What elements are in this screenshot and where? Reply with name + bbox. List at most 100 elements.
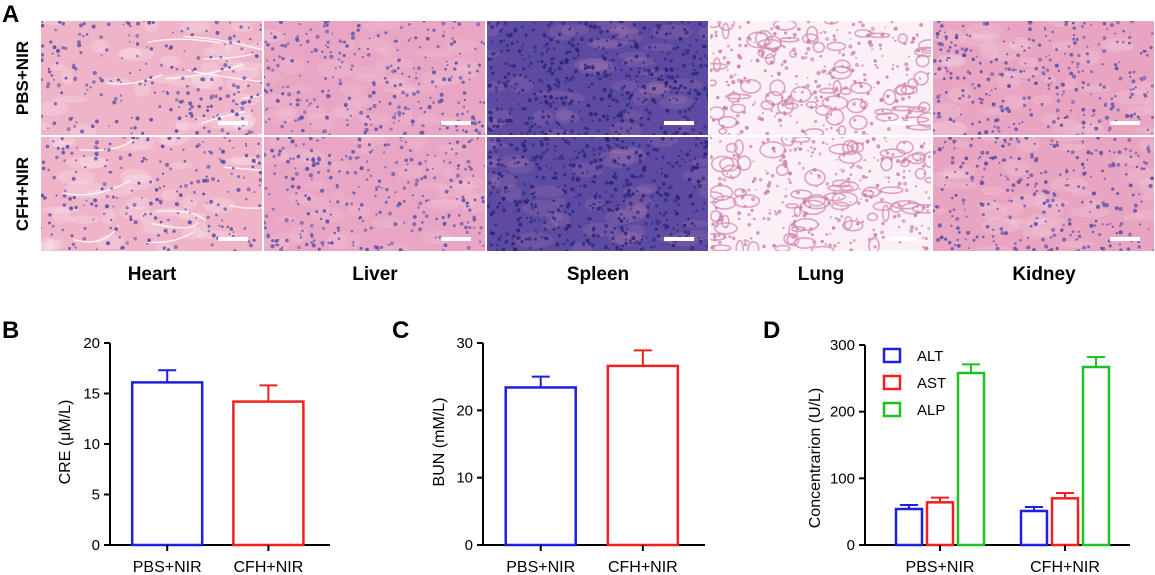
nucleus: [629, 241, 633, 245]
nucleus: [125, 212, 128, 215]
nucleus: [1098, 83, 1103, 87]
nucleus: [56, 83, 61, 88]
nucleus: [924, 190, 928, 194]
organ-label-heart: Heart: [128, 264, 177, 285]
nucleus: [417, 161, 422, 166]
nucleus: [442, 248, 445, 251]
nucleus: [285, 238, 289, 243]
nucleus: [145, 137, 150, 142]
tissue-mottle: [681, 220, 708, 228]
nucleus: [295, 98, 300, 103]
nucleus: [952, 208, 956, 212]
nucleus: [180, 30, 184, 33]
nucleus: [549, 105, 552, 109]
nucleus: [699, 64, 703, 68]
nucleus: [712, 118, 716, 122]
nucleus: [581, 149, 585, 153]
nucleus: [450, 147, 454, 151]
nucleus: [1111, 225, 1114, 228]
nucleus: [116, 197, 119, 200]
nucleus: [1117, 150, 1122, 155]
nucleus: [458, 180, 463, 184]
tissue-mottle: [490, 173, 517, 189]
nucleus: [498, 158, 501, 161]
nucleus: [374, 127, 378, 132]
nucleus: [1134, 151, 1138, 155]
nucleus: [761, 244, 766, 248]
nucleus: [325, 29, 330, 34]
nucleus: [201, 140, 205, 144]
nucleus: [348, 156, 353, 161]
alveolar-wall: [810, 245, 835, 251]
nucleus: [1067, 66, 1071, 70]
nucleus: [321, 50, 324, 53]
nucleus: [244, 153, 249, 158]
nucleus: [55, 48, 61, 53]
nucleus: [522, 144, 527, 149]
nucleus: [1071, 100, 1075, 104]
nucleus: [812, 167, 817, 172]
nucleus: [476, 137, 479, 140]
nucleus: [952, 119, 956, 123]
nucleus: [598, 118, 602, 122]
nucleus: [582, 154, 587, 158]
tissue-mottle: [691, 158, 708, 167]
nucleus: [1089, 223, 1094, 228]
nucleus: [821, 69, 826, 74]
nucleus: [955, 216, 960, 222]
nucleus: [602, 46, 605, 50]
nucleus: [836, 94, 840, 98]
nucleus: [449, 185, 453, 189]
nucleus: [766, 217, 771, 221]
nucleus: [494, 182, 497, 185]
nucleus: [1051, 119, 1056, 124]
nucleus: [191, 69, 195, 72]
tissue-mottle: [1113, 89, 1154, 105]
nucleus: [999, 104, 1004, 109]
nucleus: [1104, 202, 1110, 208]
nucleus: [701, 176, 706, 181]
nucleus: [641, 235, 644, 238]
nucleus: [145, 158, 148, 161]
nucleus: [557, 225, 561, 229]
tissue-mottle: [317, 60, 352, 79]
tissue-tile-heart-pbs: [41, 21, 262, 135]
nucleus: [231, 166, 235, 170]
nucleus: [568, 78, 573, 82]
nucleus: [482, 101, 485, 105]
nucleus: [1040, 172, 1043, 175]
nucleus: [640, 85, 645, 89]
nucleus: [896, 213, 901, 218]
nucleus: [672, 46, 677, 51]
nucleus: [883, 137, 887, 140]
nucleus: [1142, 75, 1147, 80]
nucleus: [258, 184, 261, 187]
nucleus: [639, 198, 644, 202]
nucleus: [643, 68, 647, 72]
nucleus: [758, 49, 762, 53]
tissue-mottle: [95, 234, 124, 250]
nucleus: [986, 117, 990, 121]
nucleus: [999, 173, 1003, 177]
nucleus: [140, 159, 144, 163]
nucleus: [560, 96, 564, 101]
nucleus: [945, 59, 948, 62]
nucleus: [523, 75, 528, 80]
bun-category-label: PBS+NIR: [506, 559, 575, 575]
nucleus: [747, 213, 751, 217]
nucleus: [182, 148, 185, 151]
nucleus: [673, 86, 677, 90]
nucleus: [153, 216, 158, 220]
nucleus: [229, 227, 234, 231]
nucleus: [447, 213, 451, 217]
nucleus: [692, 64, 695, 67]
nucleus: [1007, 67, 1012, 72]
nucleus: [756, 231, 760, 235]
nucleus: [393, 222, 398, 227]
nucleus: [624, 73, 629, 78]
nucleus: [605, 52, 608, 55]
nucleus: [732, 90, 735, 93]
nucleus: [540, 60, 544, 64]
nucleus: [1047, 249, 1050, 251]
nucleus: [648, 202, 652, 205]
